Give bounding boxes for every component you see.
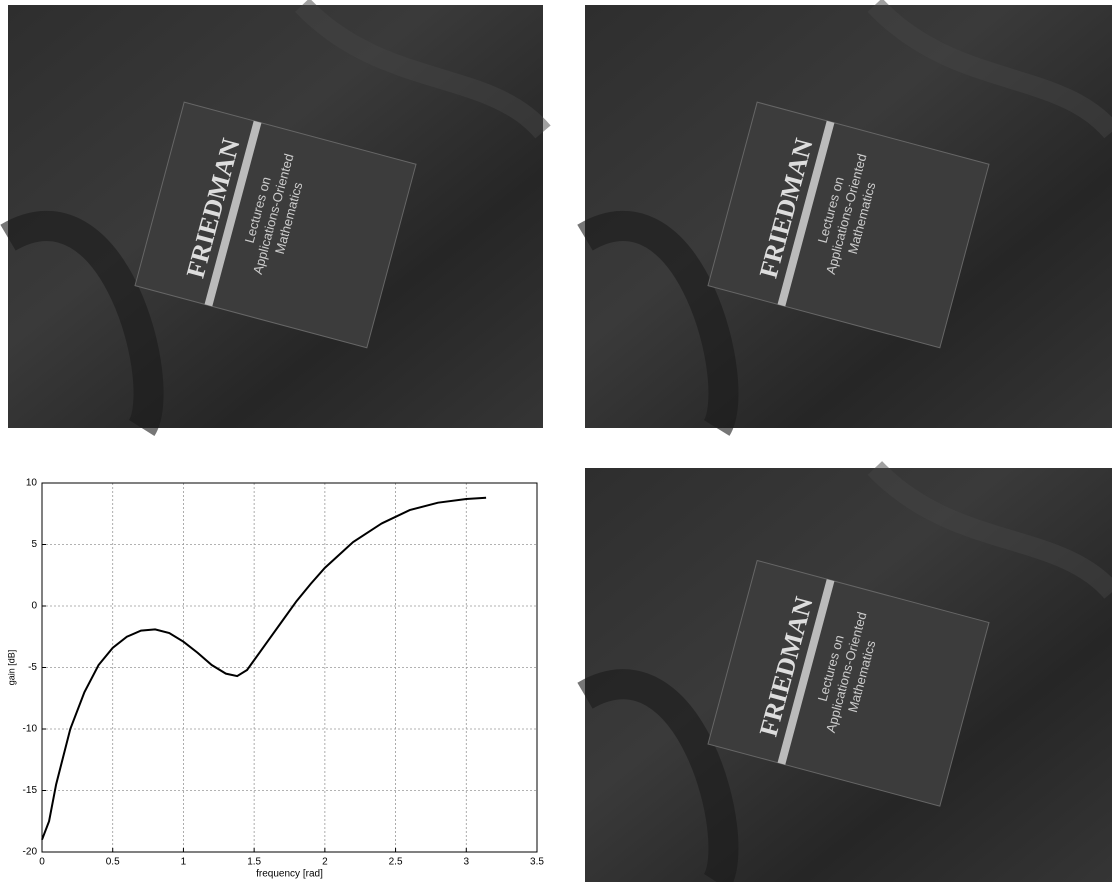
x-axis-label: frequency [rad] [256,869,323,880]
x-tick-label: 3 [464,857,470,868]
page: {"photos": [ {"title": "FRIEDMAN", "subt… [0,0,1112,882]
y-axis-label: gain [dB] [6,650,16,686]
x-tick-label: 1 [181,857,187,868]
x-tick-label: 0 [39,857,45,868]
x-tick-label: 2.5 [389,857,403,868]
x-tick-label: 0.5 [106,857,120,868]
figure: FRIEDMANLectures onApplications-Oriented… [0,0,1112,882]
y-tick-label: -10 [23,724,38,735]
x-tick-label: 3.5 [530,857,544,868]
y-tick-label: 5 [31,539,37,550]
y-tick-label: -15 [23,785,38,796]
x-tick-label: 2 [322,857,328,868]
x-tick-label: 1.5 [247,857,261,868]
y-tick-label: 0 [31,601,37,612]
y-tick-label: 10 [26,478,38,489]
y-tick-label: -20 [23,847,38,858]
y-tick-label: -5 [28,662,37,673]
